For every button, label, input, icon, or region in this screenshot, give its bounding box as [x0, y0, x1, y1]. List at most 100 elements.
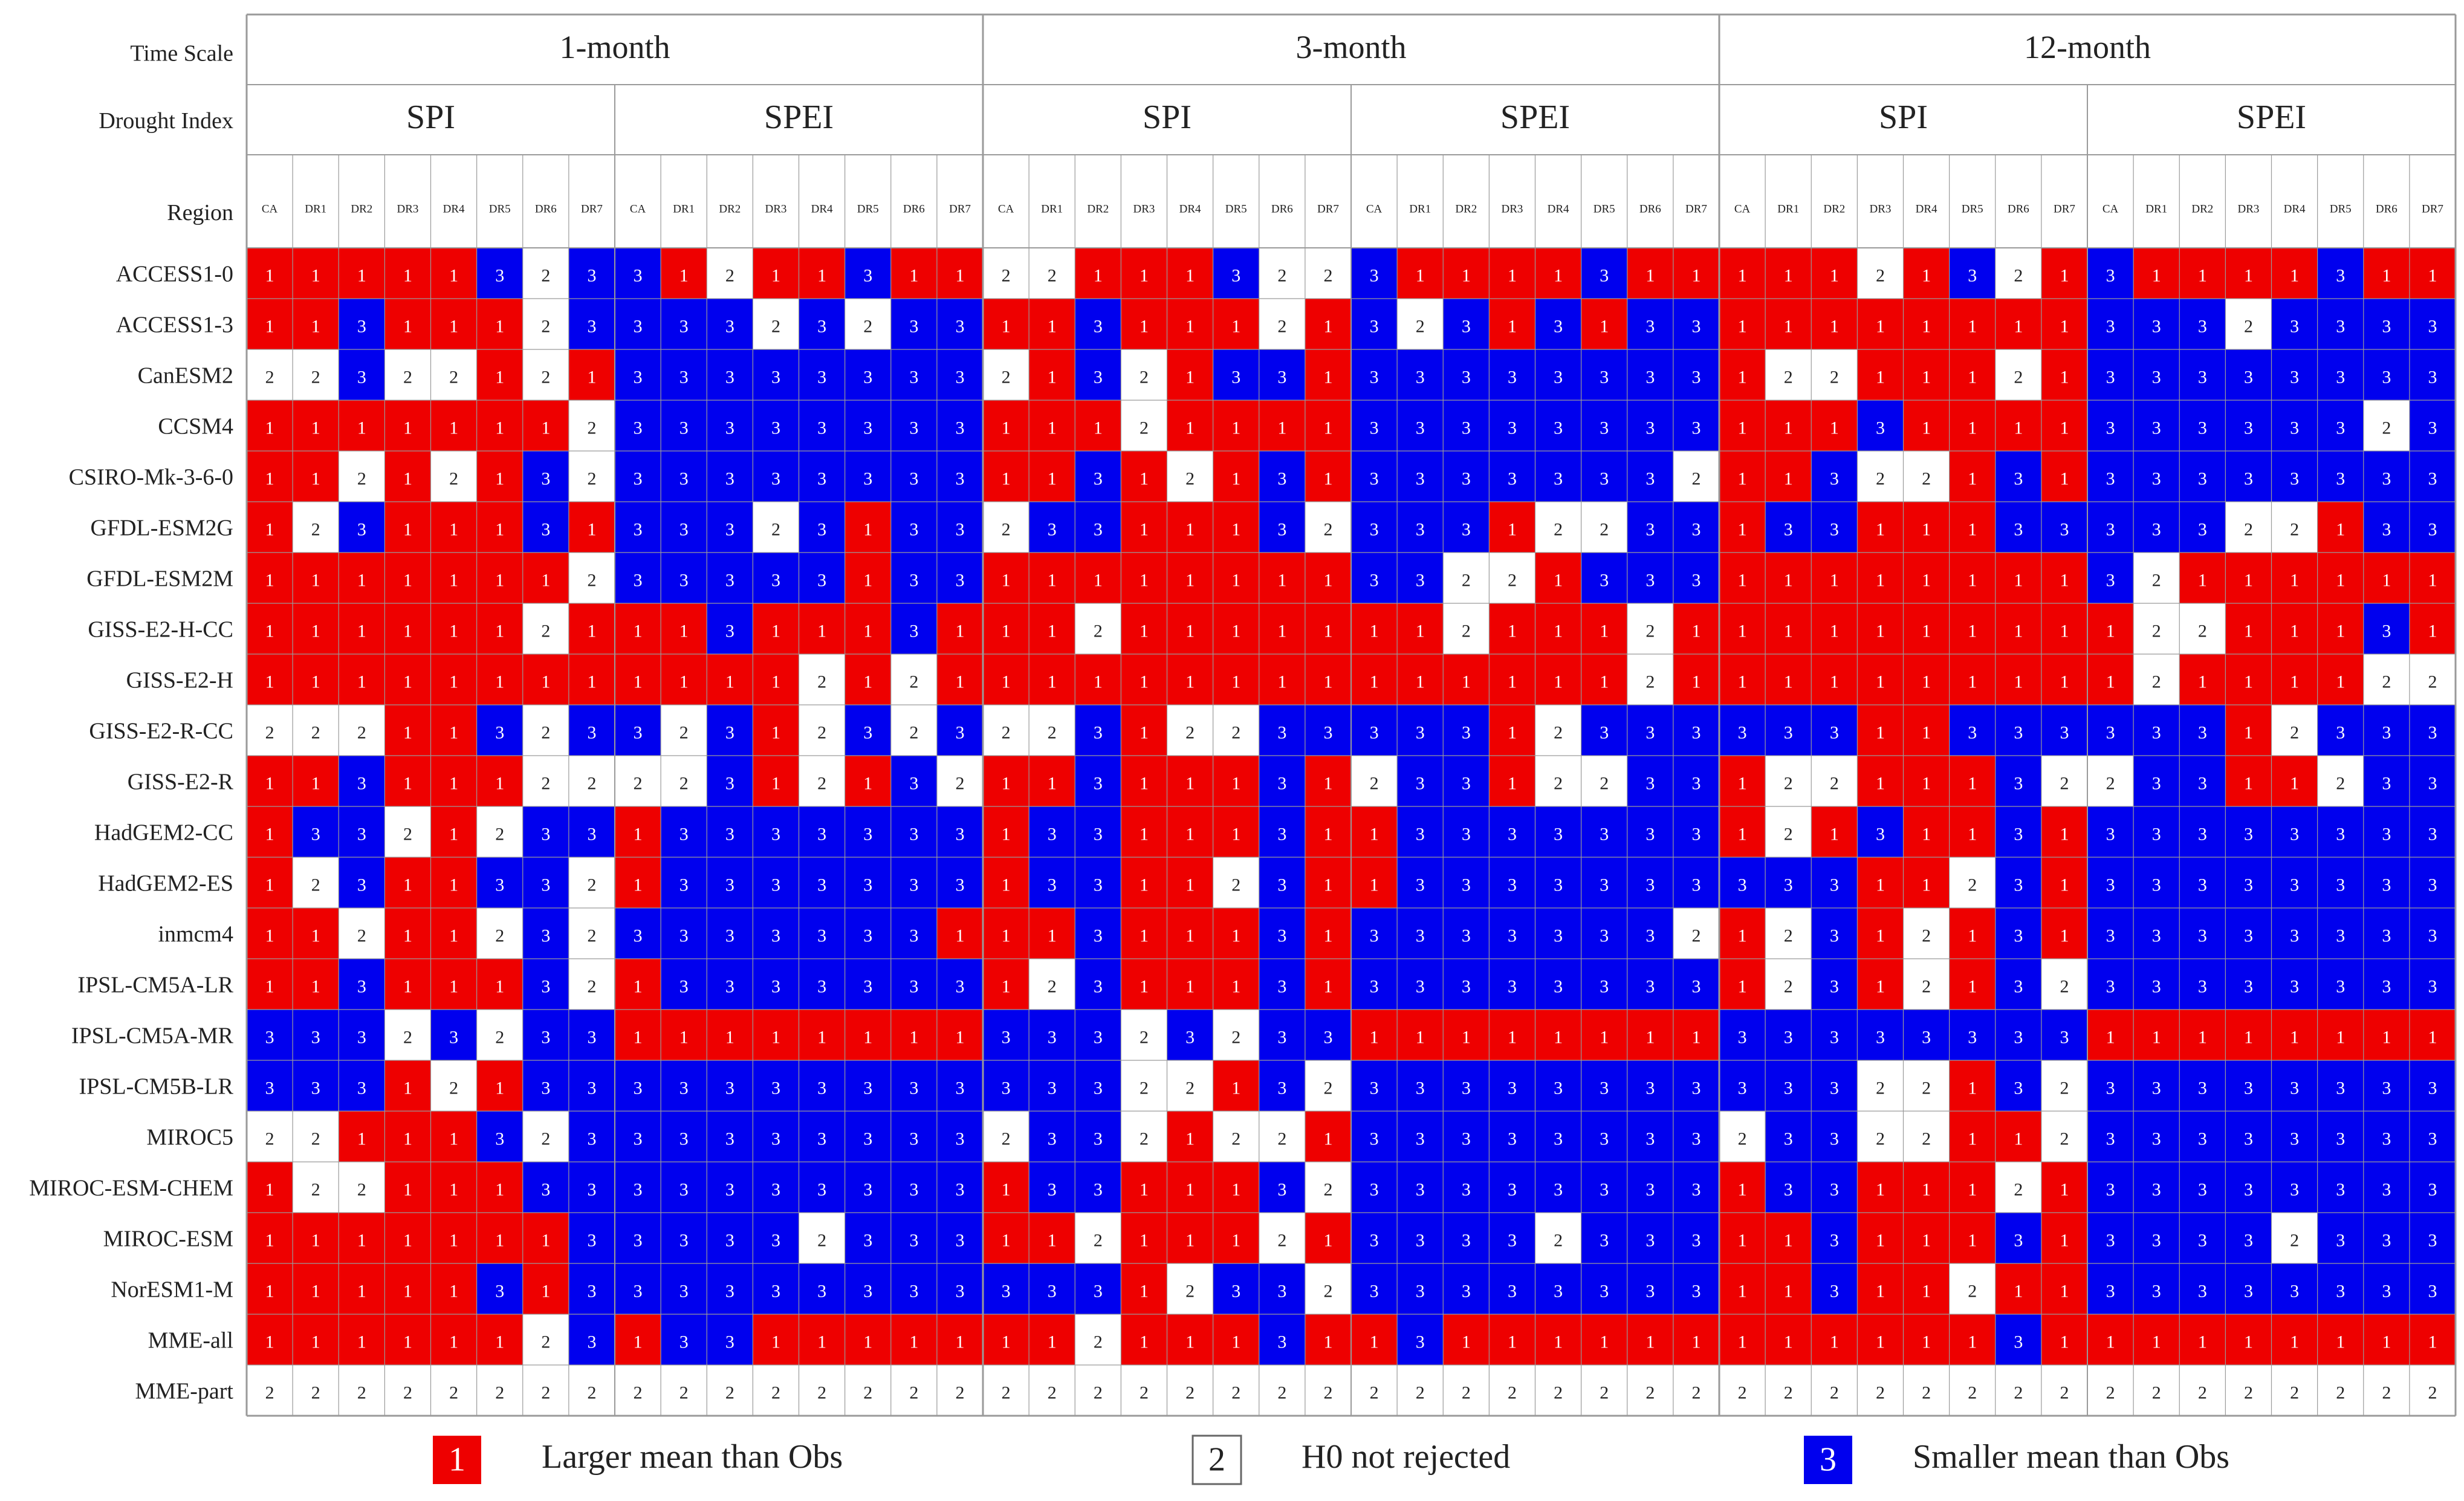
heatmap-cell-value: 3: [909, 570, 918, 590]
heatmap-cell: 2: [983, 502, 1029, 553]
heatmap-cell: 3: [661, 908, 707, 959]
heatmap-cell-fill: [1489, 248, 1535, 299]
heatmap-cell-fill: [2317, 756, 2364, 806]
heatmap-cell-value: 3: [1554, 976, 1563, 996]
heatmap-cell-value: 3: [1277, 1332, 1286, 1352]
heatmap-cell-value: 3: [541, 875, 550, 895]
heatmap-cell-value: 1: [1185, 316, 1195, 336]
heatmap-cell-value: 3: [357, 367, 366, 387]
heatmap-cell-value: 1: [2060, 1281, 2069, 1301]
heatmap-cell: 3: [661, 959, 707, 1010]
heatmap-cell-fill: [2271, 756, 2318, 806]
heatmap-cell-value: 1: [679, 1027, 689, 1047]
heatmap-cell-value: 3: [1370, 367, 1379, 387]
heatmap-cell-fill: [476, 705, 523, 756]
heatmap-cell: 3: [615, 400, 661, 451]
heatmap-cell-fill: [707, 1314, 753, 1365]
heatmap-cell-fill: [1305, 1314, 1351, 1365]
heatmap-cell-value: 1: [2014, 316, 2023, 336]
heatmap-cell-fill: [1213, 654, 1259, 705]
heatmap-cell-value: 3: [1370, 570, 1379, 590]
heatmap-cell-value: 3: [1094, 824, 1103, 844]
heatmap-cell: 3: [615, 502, 661, 553]
heatmap-cell-value: 2: [1876, 1129, 1885, 1149]
heatmap-cell-value: 3: [1645, 976, 1655, 996]
heatmap-cell: 3: [707, 1263, 753, 1314]
heatmap-cell-value: 1: [2382, 1027, 2391, 1047]
heatmap-cell-fill: [1811, 299, 1858, 349]
heatmap-cell-value: 3: [2152, 773, 2161, 793]
heatmap-cell: 3: [2087, 553, 2134, 603]
heatmap-cell-fill: [1903, 502, 1950, 553]
heatmap-cell-fill: [1305, 1263, 1351, 1314]
heatmap-cell-value: 3: [1600, 926, 1609, 945]
heatmap-cell: 2: [2317, 1365, 2364, 1416]
heatmap-cell-value: 3: [1094, 773, 1103, 793]
heatmap-cell-fill: [1857, 349, 1904, 400]
heatmap-cell-value: 1: [357, 265, 366, 285]
heatmap-cell-value: 2: [2244, 1383, 2253, 1402]
heatmap-cell: 1: [1857, 502, 1904, 553]
heatmap-cell: 3: [2363, 603, 2410, 654]
heatmap-cell-value: 1: [449, 570, 458, 590]
heatmap-cell-value: 2: [2152, 672, 2161, 692]
heatmap-cell-fill: [1259, 654, 1305, 705]
heatmap-cell-value: 3: [771, 418, 780, 438]
heatmap-cell-fill: [615, 1213, 661, 1263]
heatmap-cell: 2: [1995, 1162, 2041, 1213]
heatmap-cell-fill: [2317, 1111, 2364, 1162]
heatmap-cell: 1: [1765, 603, 1812, 654]
heatmap-cell: 3: [1167, 1010, 1213, 1060]
heatmap-cell-fill: [1857, 1213, 1904, 1263]
heatmap-cell: 2: [1167, 1365, 1213, 1416]
heatmap-cell-value: 3: [1462, 1078, 1471, 1098]
heatmap-cell: 3: [1489, 451, 1535, 502]
heatmap-cell-fill: [845, 248, 891, 299]
heatmap-cell: 1: [1949, 1111, 1996, 1162]
heatmap-cell: 1: [1535, 1314, 1581, 1365]
heatmap-cell-fill: [568, 654, 615, 705]
heatmap-cell-fill: [2409, 1365, 2456, 1416]
heatmap-cell-value: 2: [1231, 1383, 1240, 1402]
heatmap-cell-value: 1: [403, 316, 412, 336]
heatmap-cell-value: 3: [1462, 468, 1471, 488]
heatmap-cell-fill: [2041, 1213, 2087, 1263]
heatmap-cell-fill: [1443, 1263, 1490, 1314]
heatmap-cell: 1: [339, 248, 385, 299]
heatmap-cell-value: 2: [587, 875, 596, 895]
heatmap-cell-value: 1: [1323, 1230, 1332, 1250]
heatmap-cell: 1: [1029, 400, 1075, 451]
heatmap-cell: 2: [1259, 1213, 1305, 1263]
heatmap-cell-value: 3: [1277, 875, 1286, 895]
heatmap-cell: 1: [1305, 857, 1351, 908]
heatmap-cell: 2: [1949, 1263, 1996, 1314]
heatmap-cell: 3: [1489, 908, 1535, 959]
heatmap-cell: 2: [983, 248, 1029, 299]
heatmap-cell-value: 1: [403, 1230, 412, 1250]
heatmap-cell-fill: [2041, 400, 2087, 451]
heatmap-cell-fill: [1121, 451, 1167, 502]
heatmap-cell-fill: [1259, 1314, 1305, 1365]
heatmap-cell: 1: [1029, 451, 1075, 502]
heatmap-cell-fill: [2225, 756, 2272, 806]
heatmap-cell-fill: [1719, 1162, 1766, 1213]
heatmap-cell: 3: [707, 1213, 753, 1263]
heatmap-cell-fill: [983, 806, 1029, 857]
heatmap-cell: 3: [2087, 806, 2134, 857]
heatmap-cell: 1: [1167, 959, 1213, 1010]
heatmap-cell-value: 3: [634, 722, 643, 742]
heatmap-cell-value: 1: [1922, 519, 1931, 539]
heatmap-cell: 1: [1535, 1010, 1581, 1060]
heatmap-cell-fill: [476, 1010, 523, 1060]
heatmap-cell-value: 1: [311, 570, 320, 590]
heatmap-cell-value: 1: [495, 1332, 504, 1352]
heatmap-cell: 3: [1259, 756, 1305, 806]
heatmap-cell-value: 3: [2106, 570, 2115, 590]
heatmap-cell-fill: [2225, 806, 2272, 857]
heatmap-cell: 1: [661, 248, 707, 299]
heatmap-cell-value: 1: [2244, 1027, 2253, 1047]
heatmap-cell-fill: [1075, 959, 1121, 1010]
drought-index-header-1-month-spi: SPI: [406, 99, 455, 136]
heatmap-cell-value: 3: [1416, 570, 1425, 590]
heatmap-cell-fill: [1167, 857, 1213, 908]
